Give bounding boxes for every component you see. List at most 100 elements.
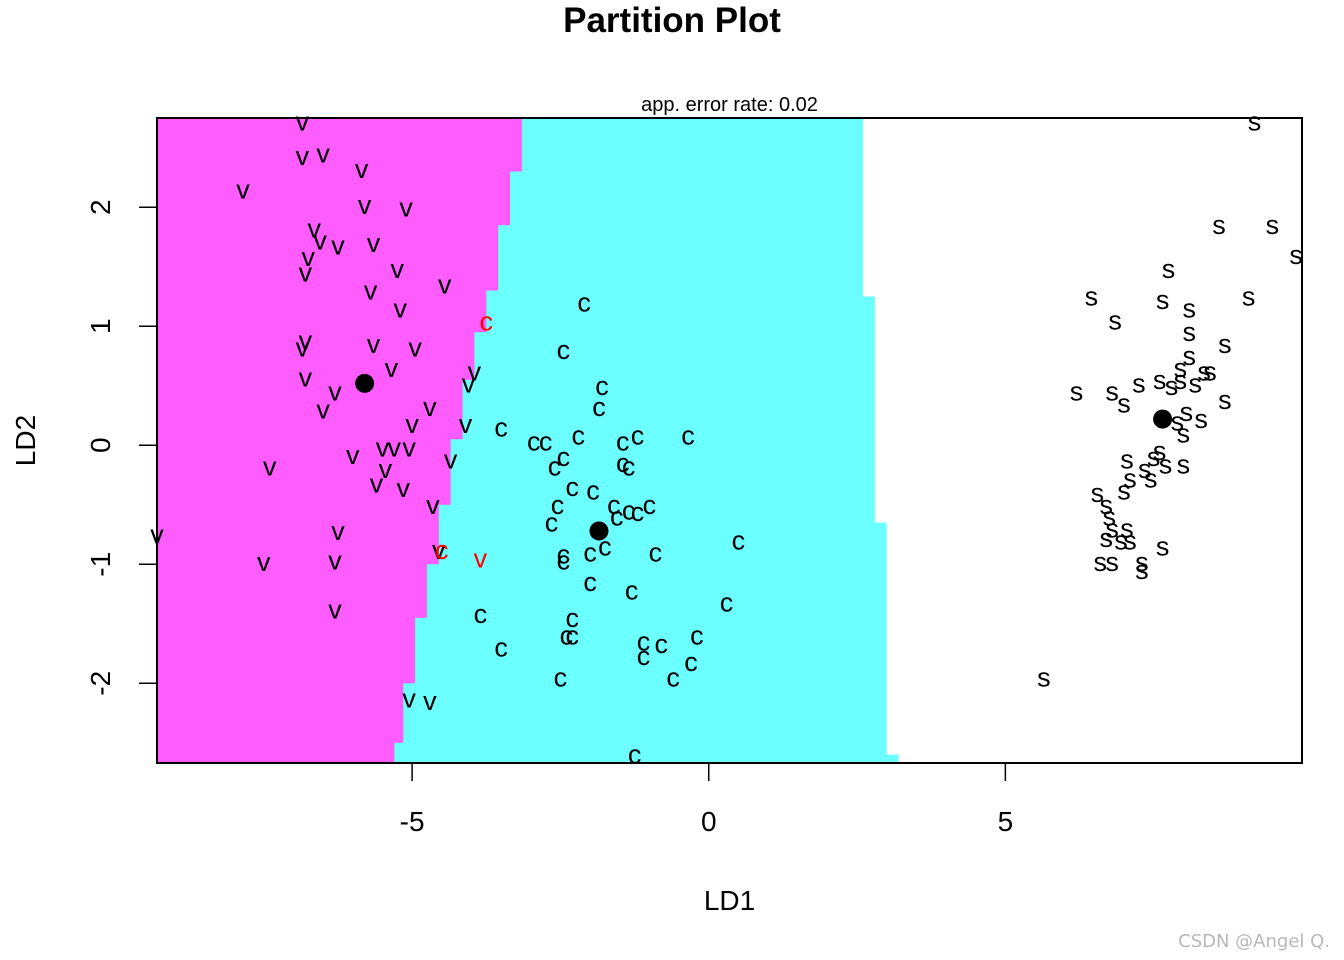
point-v: v bbox=[331, 230, 345, 260]
point-c: c bbox=[666, 662, 680, 692]
point-c: c bbox=[551, 490, 565, 520]
point-s: s bbox=[1099, 490, 1113, 520]
point-s: s bbox=[1147, 442, 1161, 472]
point-v: v bbox=[296, 333, 310, 363]
point-v: v bbox=[367, 329, 381, 359]
point-c: c bbox=[554, 662, 568, 692]
region-v bbox=[157, 118, 534, 763]
point-c: c bbox=[586, 475, 600, 505]
point-v: v bbox=[358, 190, 372, 220]
point-v: v bbox=[328, 377, 342, 407]
point-v: v bbox=[444, 445, 458, 475]
chart-title: Partition Plot bbox=[563, 1, 781, 40]
point-c: c bbox=[566, 621, 580, 651]
point-c: c bbox=[435, 535, 449, 565]
y-tick-label: -1 bbox=[85, 552, 116, 577]
partition-regions bbox=[157, 118, 1302, 763]
point-s: s bbox=[1183, 293, 1197, 323]
point-c: c bbox=[625, 575, 639, 605]
point-s: s bbox=[1266, 210, 1280, 240]
point-c: c bbox=[560, 621, 574, 651]
point-c: c bbox=[649, 537, 663, 567]
point-s: s bbox=[1183, 317, 1197, 347]
point-s: s bbox=[1242, 282, 1256, 312]
point-s: s bbox=[1108, 305, 1122, 335]
point-s: s bbox=[1123, 525, 1137, 555]
point-c: c bbox=[637, 641, 651, 671]
point-v: v bbox=[438, 270, 452, 300]
point-s: s bbox=[1117, 389, 1131, 419]
point-c: c bbox=[732, 525, 746, 555]
point-s: s bbox=[1144, 464, 1158, 494]
point-v: v bbox=[376, 433, 390, 463]
point-s: s bbox=[1132, 368, 1146, 398]
point-c: c bbox=[631, 421, 645, 451]
point-c: c bbox=[610, 502, 624, 532]
point-c: c bbox=[557, 540, 571, 570]
point-s: s bbox=[1091, 478, 1105, 508]
point-c: c bbox=[545, 508, 559, 538]
point-c: c bbox=[595, 371, 609, 401]
point-c: c bbox=[583, 567, 597, 597]
point-s: s bbox=[1171, 406, 1185, 436]
point-c: c bbox=[637, 627, 651, 657]
point-v: v bbox=[257, 547, 271, 577]
point-v: v bbox=[328, 546, 342, 576]
point-s: s bbox=[1156, 285, 1170, 315]
point-v: v bbox=[355, 154, 369, 184]
point-v: v bbox=[423, 392, 437, 422]
point-s: s bbox=[1135, 555, 1149, 585]
point-s: s bbox=[1218, 385, 1232, 415]
point-s: s bbox=[1177, 449, 1191, 479]
point-s: s bbox=[1188, 368, 1202, 398]
point-s: s bbox=[1159, 449, 1173, 479]
point-c: c bbox=[557, 335, 571, 365]
point-v: v bbox=[299, 362, 313, 392]
point-c: c bbox=[480, 306, 494, 336]
point-c: c bbox=[539, 427, 553, 457]
point-c: c bbox=[622, 452, 636, 482]
point-v: v bbox=[328, 594, 342, 624]
point-s: s bbox=[1212, 210, 1226, 240]
point-v: v bbox=[367, 228, 381, 258]
point-s: s bbox=[1197, 356, 1211, 386]
point-s: s bbox=[1153, 365, 1167, 395]
point-v: v bbox=[364, 276, 378, 306]
point-s: s bbox=[1037, 662, 1051, 692]
point-s: s bbox=[1180, 397, 1194, 427]
point-c: c bbox=[628, 740, 642, 770]
point-v: v bbox=[302, 242, 316, 272]
point-c: c bbox=[566, 472, 580, 502]
point-v: v bbox=[399, 192, 413, 222]
point-v: v bbox=[459, 409, 473, 439]
y-tick-label: 0 bbox=[85, 437, 116, 453]
point-v: v bbox=[379, 454, 393, 484]
point-s: s bbox=[1248, 107, 1262, 137]
point-s: s bbox=[1120, 514, 1134, 544]
point-v: v bbox=[468, 356, 482, 386]
point-s: s bbox=[1174, 365, 1188, 395]
point-s: s bbox=[1085, 282, 1099, 312]
point-s: s bbox=[1070, 377, 1084, 407]
point-v: v bbox=[402, 684, 416, 714]
point-v: v bbox=[316, 395, 330, 425]
point-s: s bbox=[1162, 254, 1176, 284]
point-v: v bbox=[150, 520, 164, 550]
point-s: s bbox=[1105, 377, 1119, 407]
point-c: c bbox=[494, 633, 508, 663]
y-tick-label: 2 bbox=[85, 199, 116, 215]
point-s: s bbox=[1123, 464, 1137, 494]
point-c: c bbox=[631, 497, 645, 527]
point-c: c bbox=[527, 427, 541, 457]
point-s: s bbox=[1183, 341, 1197, 371]
point-v: v bbox=[426, 490, 440, 520]
x-tick-label: -5 bbox=[400, 806, 425, 837]
point-s: s bbox=[1203, 356, 1217, 386]
point-c: c bbox=[557, 442, 571, 472]
point-v: v bbox=[370, 468, 384, 498]
point-v: v bbox=[299, 258, 313, 288]
point-c: c bbox=[616, 427, 630, 457]
point-v: v bbox=[402, 433, 416, 463]
point-v: v bbox=[316, 139, 330, 169]
